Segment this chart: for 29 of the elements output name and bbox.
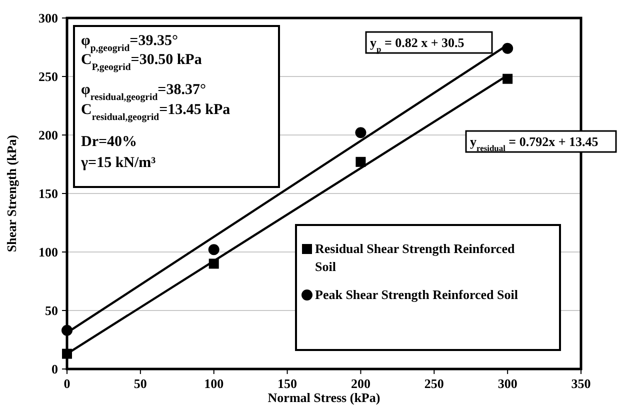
x-tick-label: 300 xyxy=(498,376,518,391)
x-tick-label: 250 xyxy=(424,376,444,391)
annotation: C$_{residual,geogrid}$=13.45 kPa xyxy=(81,102,231,122)
x-tick-label: 350 xyxy=(571,376,591,391)
y-tick-label: 300 xyxy=(38,10,58,26)
x-tick-label: 50 xyxy=(134,376,147,391)
y-tick-label: 250 xyxy=(38,69,58,84)
annotation: φ$_{residual,geogrid}$=38.37° xyxy=(81,82,206,102)
y-tick-label: 50 xyxy=(45,303,58,318)
annotation: φ$_{p,geogrid}$=39.35° xyxy=(81,33,178,54)
point xyxy=(208,244,220,256)
annotation: Dr=40% xyxy=(81,134,138,150)
x-tick-label: 100 xyxy=(204,376,224,391)
annotation: y$_{residual}$ = 0.792x + 13.45 xyxy=(470,134,599,153)
x-axis-title: Normal Stress (kPa) xyxy=(268,390,380,405)
annotation: γ=15 kN/m³ xyxy=(80,155,156,171)
y-tick-label: 0 xyxy=(52,362,58,376)
y-tick-label: 150 xyxy=(38,186,58,201)
point xyxy=(355,127,366,138)
x-tick-label: 150 xyxy=(278,376,298,391)
x-tick-label: 200 xyxy=(350,376,370,391)
legend-label: Residual Shear Strength Reinforced Soil xyxy=(315,241,516,274)
y-tick-label: 100 xyxy=(38,244,58,260)
x-tick-label: 0 xyxy=(64,376,70,391)
point xyxy=(356,156,366,167)
legend-label: Peak Shear Strength Reinforced Soil xyxy=(315,287,518,302)
y-axis-title: Shear Strength (kPa) xyxy=(4,134,19,252)
y-tick-label: 200 xyxy=(38,128,58,142)
annotation: C$_{P,geogrid}$=30.50 kPa xyxy=(81,52,202,72)
